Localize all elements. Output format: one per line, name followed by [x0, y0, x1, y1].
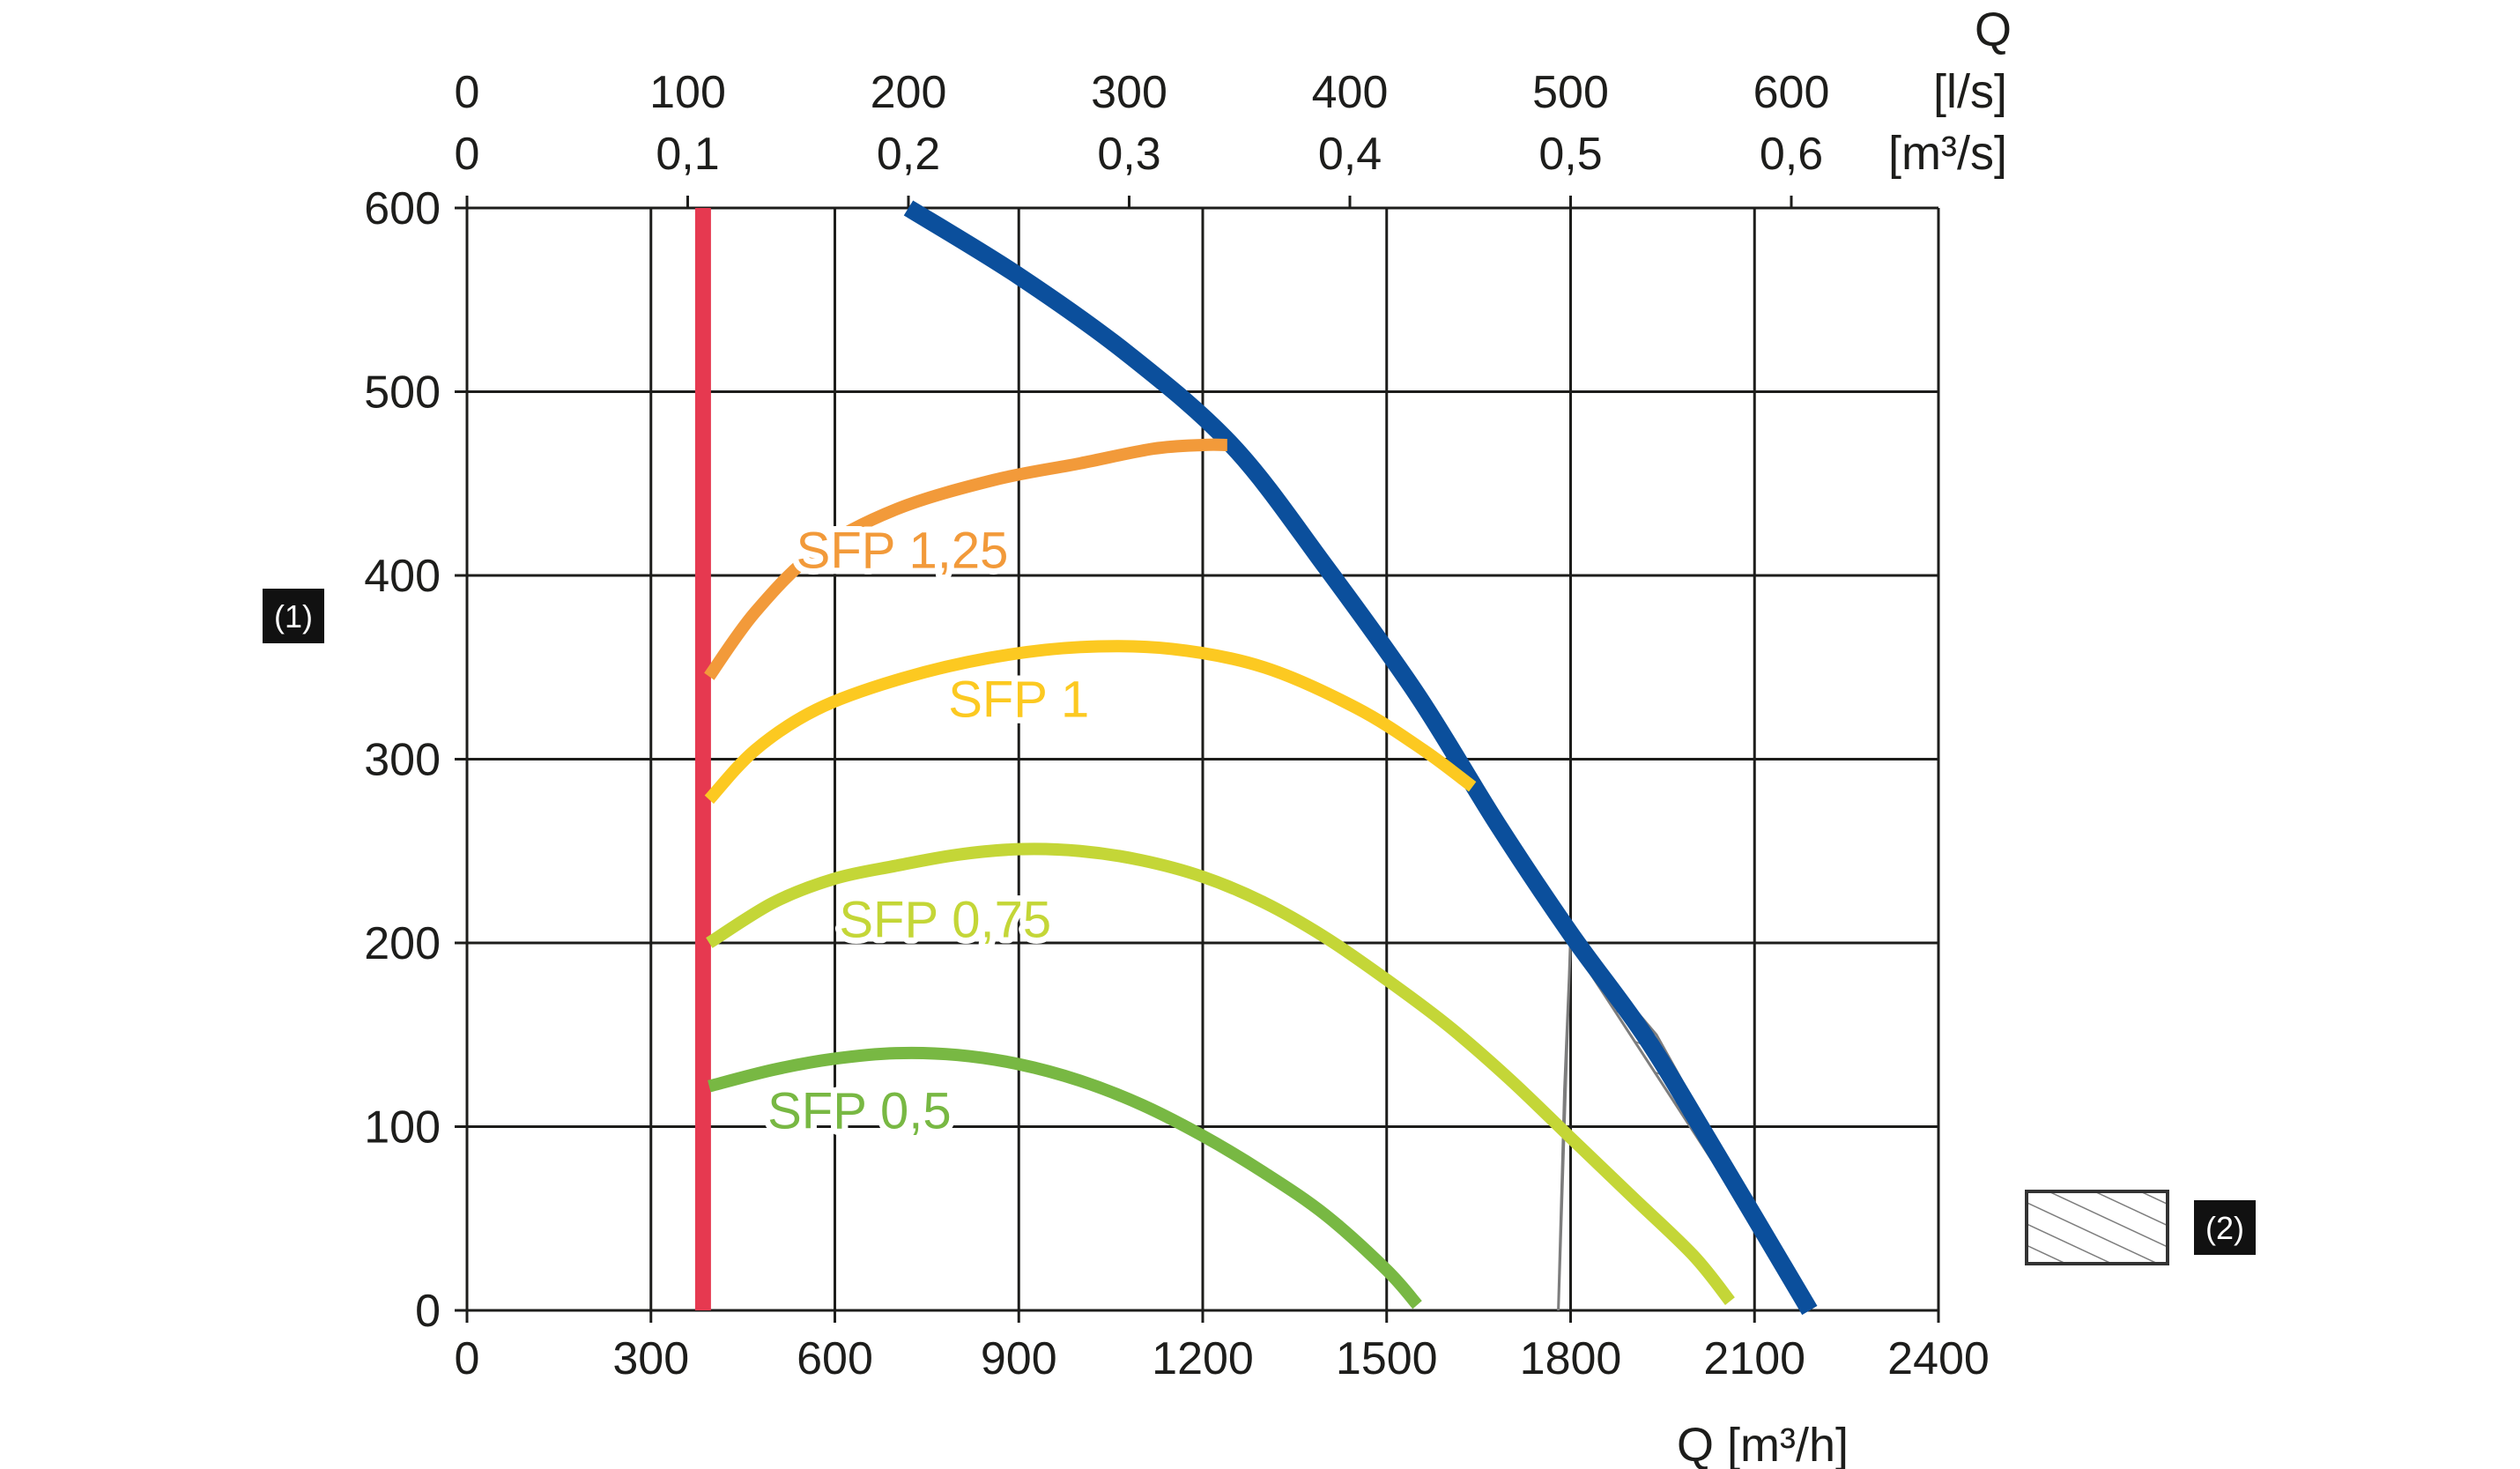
top-ls-tick-label: 100	[649, 67, 726, 118]
top-m3s-tick-label: 0,4	[1318, 129, 1382, 180]
x-tick-label: 300	[612, 1333, 689, 1384]
legend-badge-label: (2)	[2205, 1210, 2244, 1246]
x-tick-label: 0	[455, 1333, 480, 1384]
top-axis-units-ls: [l/s]	[1933, 65, 2007, 118]
y-tick-label: 500	[364, 367, 441, 419]
y-tick-label: 600	[364, 183, 441, 234]
x-tick-label: 1500	[1336, 1333, 1438, 1384]
top-m3s-tick-label: 0,5	[1538, 129, 1602, 180]
series-label-sfp-1: SFP 1	[948, 671, 1089, 729]
top-m3s-tick-label: 0,2	[877, 129, 940, 180]
top-ls-tick-label: 200	[871, 67, 947, 118]
series-line-sfp-0-5	[708, 1046, 1422, 1309]
top-m3s-tick-label: 0	[455, 129, 480, 180]
legend-badge	[2194, 1200, 2256, 1255]
top-axis-units-m3s: [m³/s]	[1888, 127, 2007, 180]
top-ls-tick-label: 400	[1312, 67, 1389, 118]
series-line-max	[903, 200, 1818, 1316]
top-axis-title: Q	[1975, 4, 2012, 56]
legend-hatch-swatch	[2025, 1190, 2169, 1265]
x-tick-label: 900	[981, 1333, 1057, 1384]
series-label-sfp-0-75: SFP 0,75	[839, 892, 1051, 949]
x-tick-label: 2400	[1887, 1333, 1990, 1384]
x-tick-label: 600	[797, 1333, 873, 1384]
y-tick-label: 200	[364, 918, 441, 969]
y-axis-badge	[263, 589, 324, 643]
x-tick-label: 1800	[1520, 1333, 1622, 1384]
y-tick-label: 0	[415, 1286, 441, 1337]
y-tick-label: 100	[364, 1102, 441, 1154]
top-m3s-tick-label: 0,1	[656, 129, 719, 180]
y-tick-label: 400	[364, 551, 441, 602]
x-tick-label: 1200	[1152, 1333, 1254, 1384]
top-ls-tick-label: 300	[1091, 67, 1167, 118]
top-m3s-tick-label: 0,3	[1097, 129, 1160, 180]
top-ls-tick-label: 500	[1532, 67, 1609, 118]
series-line-sfp-0-75	[706, 842, 1735, 1305]
top-ls-tick-label: 600	[1753, 67, 1830, 118]
top-m3s-tick-label: 0,6	[1760, 129, 1823, 180]
y-axis-badge-label: (1)	[274, 598, 313, 634]
x-tick-label: 2100	[1703, 1333, 1805, 1384]
series-label-sfp-1-25: SFP 1,25	[797, 523, 1009, 580]
series-label-sfp-0-5: SFP 0,5	[767, 1083, 952, 1140]
y-tick-label: 300	[364, 735, 441, 786]
series-line-sfp-1-25	[704, 438, 1227, 680]
series-line-sfp-1	[704, 640, 1477, 805]
top-ls-tick-label: 0	[455, 67, 480, 118]
x-axis-title: Q [m³/h]	[1677, 1419, 1849, 1469]
